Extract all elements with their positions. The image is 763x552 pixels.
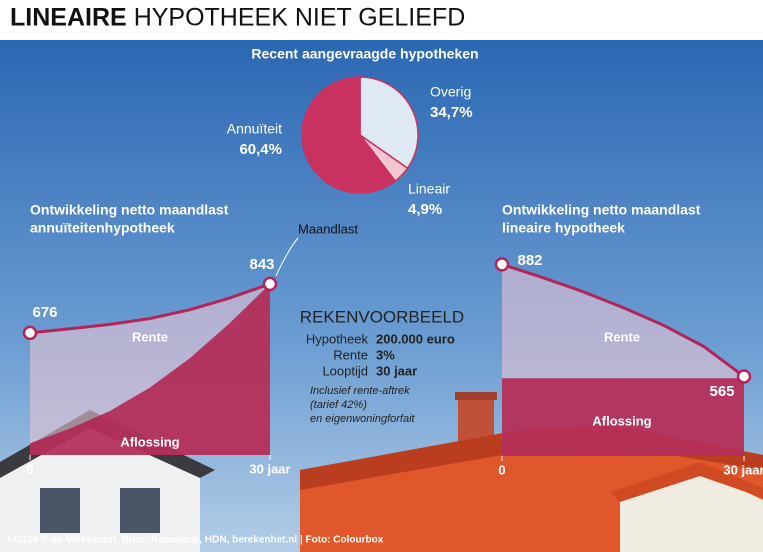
example-value: 200.000 euro <box>376 331 455 346</box>
example-label: Looptijd <box>322 363 368 378</box>
maandlast-line <box>29 282 271 335</box>
pie-value-label: 34,7% <box>430 104 473 121</box>
region-label: Rente <box>132 329 168 344</box>
title-rest: HYPOTHEEK NIET GELIEFD <box>134 4 466 32</box>
leader-line <box>275 237 299 277</box>
value-label: 843 <box>249 256 274 273</box>
pie-slice <box>359 76 419 170</box>
pie-label: Lineair <box>408 181 450 197</box>
example-title: REKENVOORBEELD <box>300 307 464 326</box>
end-point <box>22 325 38 341</box>
example: REKENVOORBEELD <box>300 307 464 326</box>
annotation: Maandlast <box>298 221 358 236</box>
pie-value-label: 60,4% <box>239 141 282 158</box>
pie-slice <box>301 76 397 194</box>
pie-label: Annuïteit <box>227 121 282 137</box>
area-label: Aflossing <box>592 413 651 428</box>
area-label: Aflossing <box>120 434 179 449</box>
footer: 141116 © de Volkskrant. Bron: Rabobank, … <box>6 535 384 546</box>
value-label: 565 <box>709 383 734 400</box>
example-label: Hypotheek <box>306 331 369 346</box>
region-label: Rente <box>604 329 640 344</box>
aflossing-area <box>502 378 744 456</box>
example-value: 30 jaar <box>376 363 417 378</box>
example-value: 3% <box>376 347 395 362</box>
pie-value-label: 4,9% <box>408 201 442 218</box>
chart-title: lineaire hypotheek <box>502 220 625 236</box>
x-tick-label: 0 <box>498 462 505 477</box>
example-label: Rente <box>333 347 368 362</box>
pie-label: Overig <box>430 84 471 100</box>
value-label: 676 <box>32 304 57 321</box>
x-tick-label: 30 jaar <box>723 462 763 477</box>
end-point <box>736 369 752 384</box>
chart-title: Ontwikkeling netto maandlast <box>502 202 701 218</box>
header-band <box>0 0 763 40</box>
value-label: 882 <box>517 252 542 269</box>
end-point <box>494 257 510 272</box>
maandlast-line <box>501 262 745 378</box>
example-note: en eigenwoningforfait <box>310 413 416 425</box>
example-note: Inclusief rente-aftrek <box>310 385 410 397</box>
end-point <box>262 276 278 292</box>
example-note: (tarief 42%) <box>310 399 367 411</box>
chart-title: Ontwikkeling netto maandlast <box>30 202 229 218</box>
chart-title: annuïteitenhypotheek <box>30 220 175 236</box>
roof-right <box>300 392 763 552</box>
x-tick-label: 0 <box>26 461 33 476</box>
pie-title: Recent aangevraagde hypotheken <box>251 46 478 62</box>
x-tick-label: 30 jaar <box>249 461 290 476</box>
title-bold: LINEAIRE <box>10 4 127 32</box>
aflossing-area <box>30 283 270 455</box>
